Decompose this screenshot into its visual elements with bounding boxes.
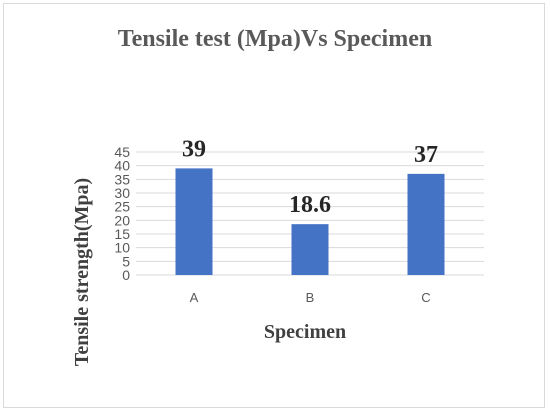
chart-title: Tensile test (Mpa)Vs Specimen [118, 26, 432, 52]
y-tick-label: 40 [114, 158, 130, 174]
y-tick-label: 10 [114, 240, 130, 256]
y-tick-label: 15 [114, 226, 130, 242]
y-tick-label: 5 [122, 253, 130, 269]
bar-c [407, 173, 445, 275]
data-label-b: 18.6 [289, 192, 331, 218]
x-tick-label-c: C [421, 290, 430, 305]
x-axis-title: Specimen [264, 321, 346, 343]
y-tick-label: 25 [114, 199, 130, 215]
y-tick-label: 0 [122, 267, 130, 283]
bars [175, 168, 445, 275]
y-tick-label: 20 [114, 212, 130, 228]
x-tick-label-b: B [306, 290, 315, 305]
y-axis-title: Tensile strength(Mpa) [71, 178, 93, 366]
data-label-a: 39 [182, 136, 206, 162]
chart-frame [3, 3, 545, 408]
data-labels: 39 18.6 37 [182, 136, 438, 218]
y-tick-label: 45 [114, 144, 130, 160]
y-tick-label: 30 [114, 185, 130, 201]
data-label-c: 37 [414, 142, 438, 168]
bar-a [175, 168, 213, 275]
bar-b [291, 224, 329, 275]
y-tick-label: 35 [114, 171, 130, 187]
x-tick-labels: A B C [190, 290, 431, 305]
x-tick-label-a: A [190, 290, 199, 305]
